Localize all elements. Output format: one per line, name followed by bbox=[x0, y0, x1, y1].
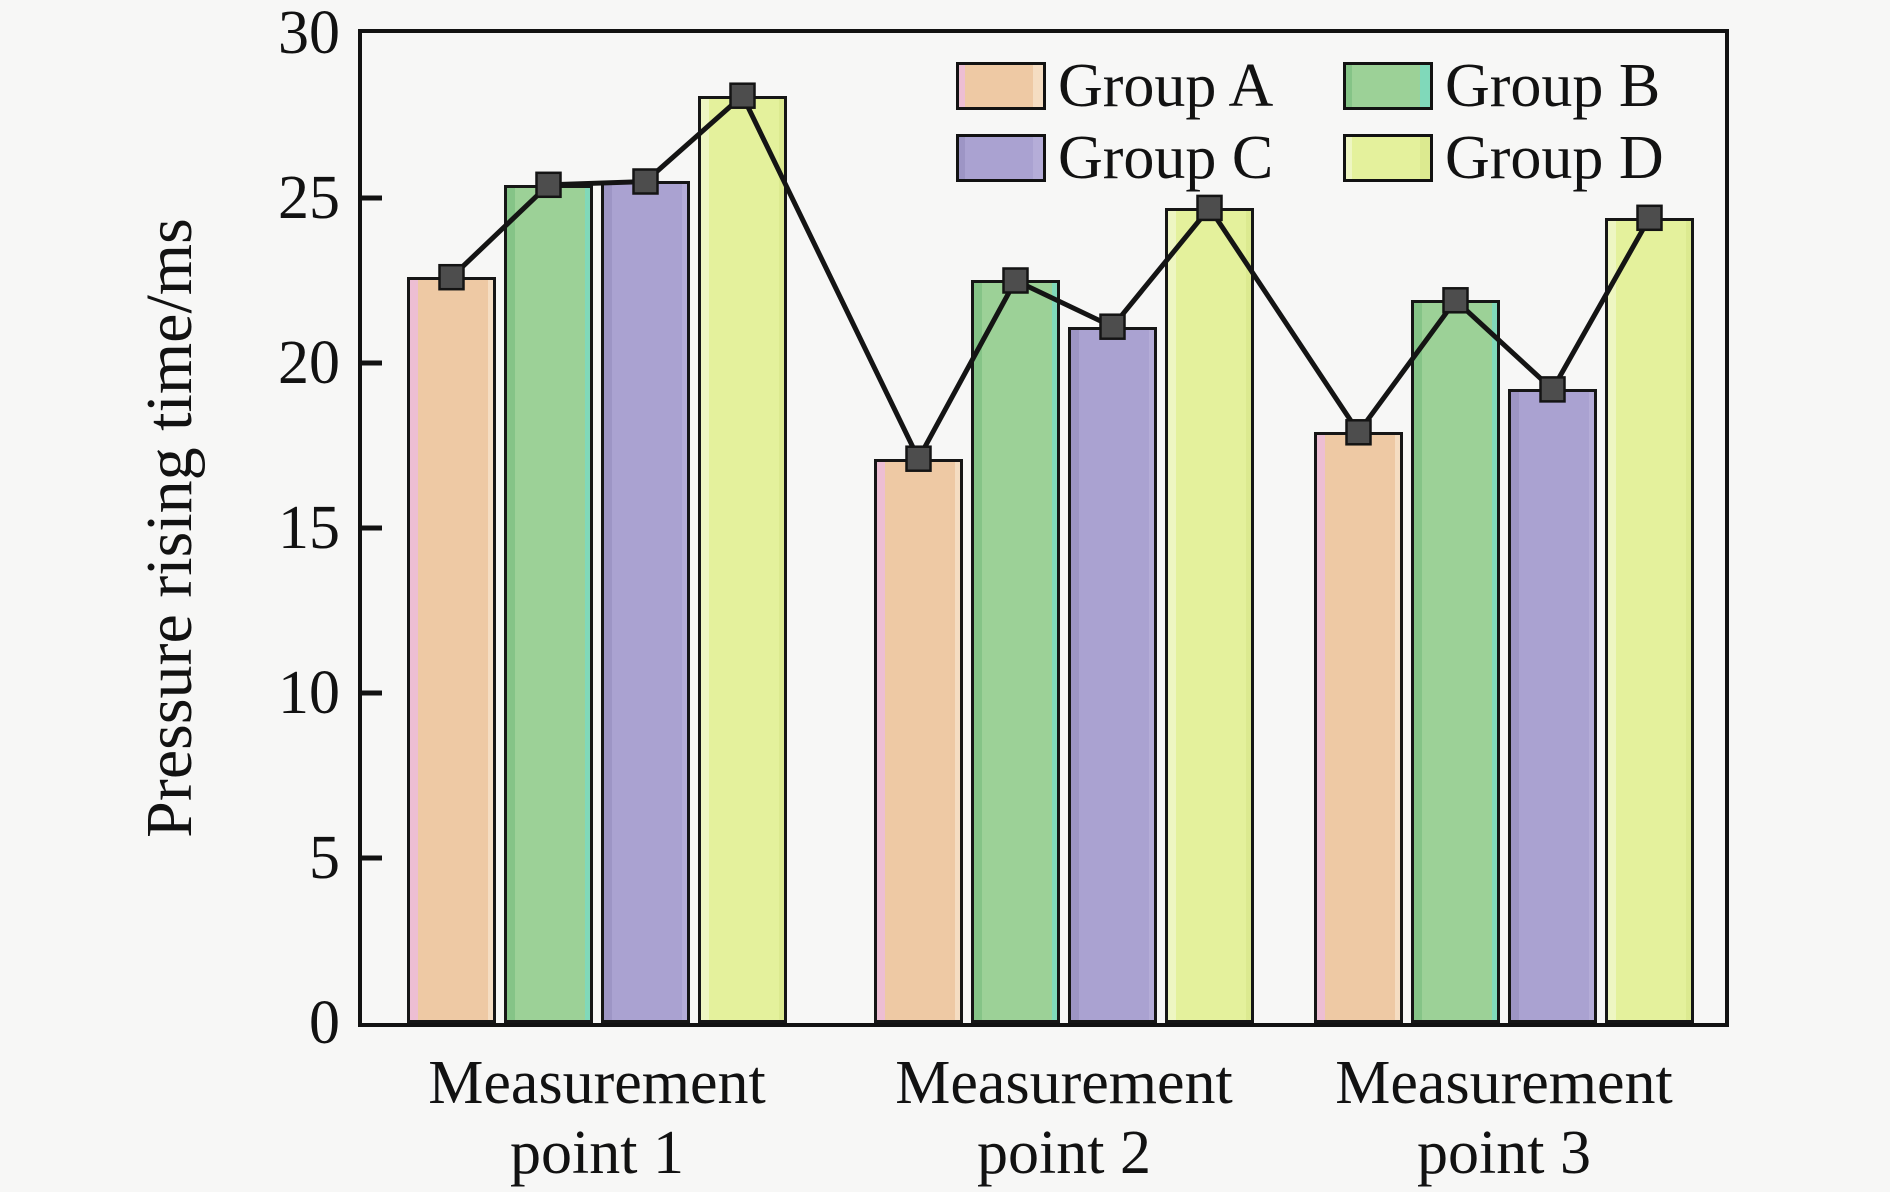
bar-group-d-point-3 bbox=[1605, 218, 1694, 1023]
square-marker-3 bbox=[632, 168, 659, 195]
trend-line bbox=[449, 91, 1652, 465]
x-category-label-1: Measurement point 1 bbox=[337, 1048, 857, 1188]
y-tick-mark-10 bbox=[362, 690, 382, 696]
square-marker-12 bbox=[1636, 204, 1663, 232]
square-marker-4 bbox=[729, 82, 756, 109]
square-marker-6 bbox=[1002, 267, 1029, 294]
x-category-label-line: Measurement bbox=[1335, 1049, 1673, 1117]
legend-swatch-group-b bbox=[1343, 62, 1433, 110]
legend-item-group-b: Group B bbox=[1343, 55, 1660, 117]
square-marker-1 bbox=[438, 263, 465, 291]
y-tick-label-10: 10 bbox=[278, 659, 340, 727]
y-tick-mark-25 bbox=[362, 195, 382, 201]
square-marker-5 bbox=[905, 445, 932, 472]
trend-line-overlay bbox=[438, 82, 1663, 472]
square-marker-11 bbox=[1539, 376, 1566, 403]
bar-group-a-point-2 bbox=[874, 459, 963, 1023]
legend-item-group-d: Group D bbox=[1343, 127, 1664, 189]
x-category-label-line: Measurement bbox=[428, 1049, 766, 1117]
legend-label-group-b: Group B bbox=[1445, 52, 1661, 120]
legend-swatch-group-a bbox=[956, 62, 1046, 110]
legend-label-group-c: Group C bbox=[1058, 124, 1274, 192]
legend-label-group-a: Group A bbox=[1058, 52, 1274, 120]
bar-group-d-point-2 bbox=[1165, 208, 1254, 1023]
legend-item-group-a: Group A bbox=[956, 55, 1273, 117]
x-category-label-line: Measurement bbox=[895, 1049, 1233, 1117]
square-marker-10 bbox=[1442, 287, 1469, 314]
y-tick-mark-5 bbox=[362, 855, 382, 861]
bar-group-c-point-3 bbox=[1508, 389, 1597, 1023]
legend-swatch-group-d bbox=[1343, 134, 1433, 182]
y-tick-label-20: 20 bbox=[278, 329, 340, 397]
y-tick-label-25: 25 bbox=[278, 164, 340, 232]
square-marker-8 bbox=[1196, 194, 1223, 222]
x-category-label-2: Measurement point 2 bbox=[804, 1048, 1324, 1188]
legend-label-group-d: Group D bbox=[1445, 124, 1664, 192]
bar-group-c-point-2 bbox=[1068, 327, 1157, 1023]
y-tick-label-0: 0 bbox=[309, 989, 340, 1057]
y-tick-label-15: 15 bbox=[278, 494, 340, 562]
x-category-label-line: point 3 bbox=[1417, 1119, 1591, 1187]
y-tick-label-30: 30 bbox=[278, 0, 340, 67]
x-category-label-line: point 1 bbox=[510, 1119, 684, 1187]
legend-swatch-group-c bbox=[956, 134, 1046, 182]
square-marker-7 bbox=[1099, 313, 1126, 340]
plot-area: Group A Group B Group C Group D bbox=[358, 29, 1729, 1027]
square-marker-9 bbox=[1345, 419, 1372, 446]
x-category-label-3: Measurement point 3 bbox=[1244, 1048, 1764, 1188]
y-tick-mark-15 bbox=[362, 525, 382, 531]
y-tick-label-5: 5 bbox=[309, 824, 340, 892]
legend-item-group-c: Group C bbox=[956, 127, 1273, 189]
bar-group-b-point-3 bbox=[1411, 300, 1500, 1023]
y-tick-mark-20 bbox=[362, 360, 382, 366]
bar-group-a-point-1 bbox=[407, 277, 496, 1023]
bar-group-a-point-3 bbox=[1314, 432, 1403, 1023]
bar-group-d-point-1 bbox=[698, 96, 787, 1023]
square-marker-2 bbox=[535, 171, 562, 199]
x-category-label-line: point 2 bbox=[977, 1119, 1151, 1187]
